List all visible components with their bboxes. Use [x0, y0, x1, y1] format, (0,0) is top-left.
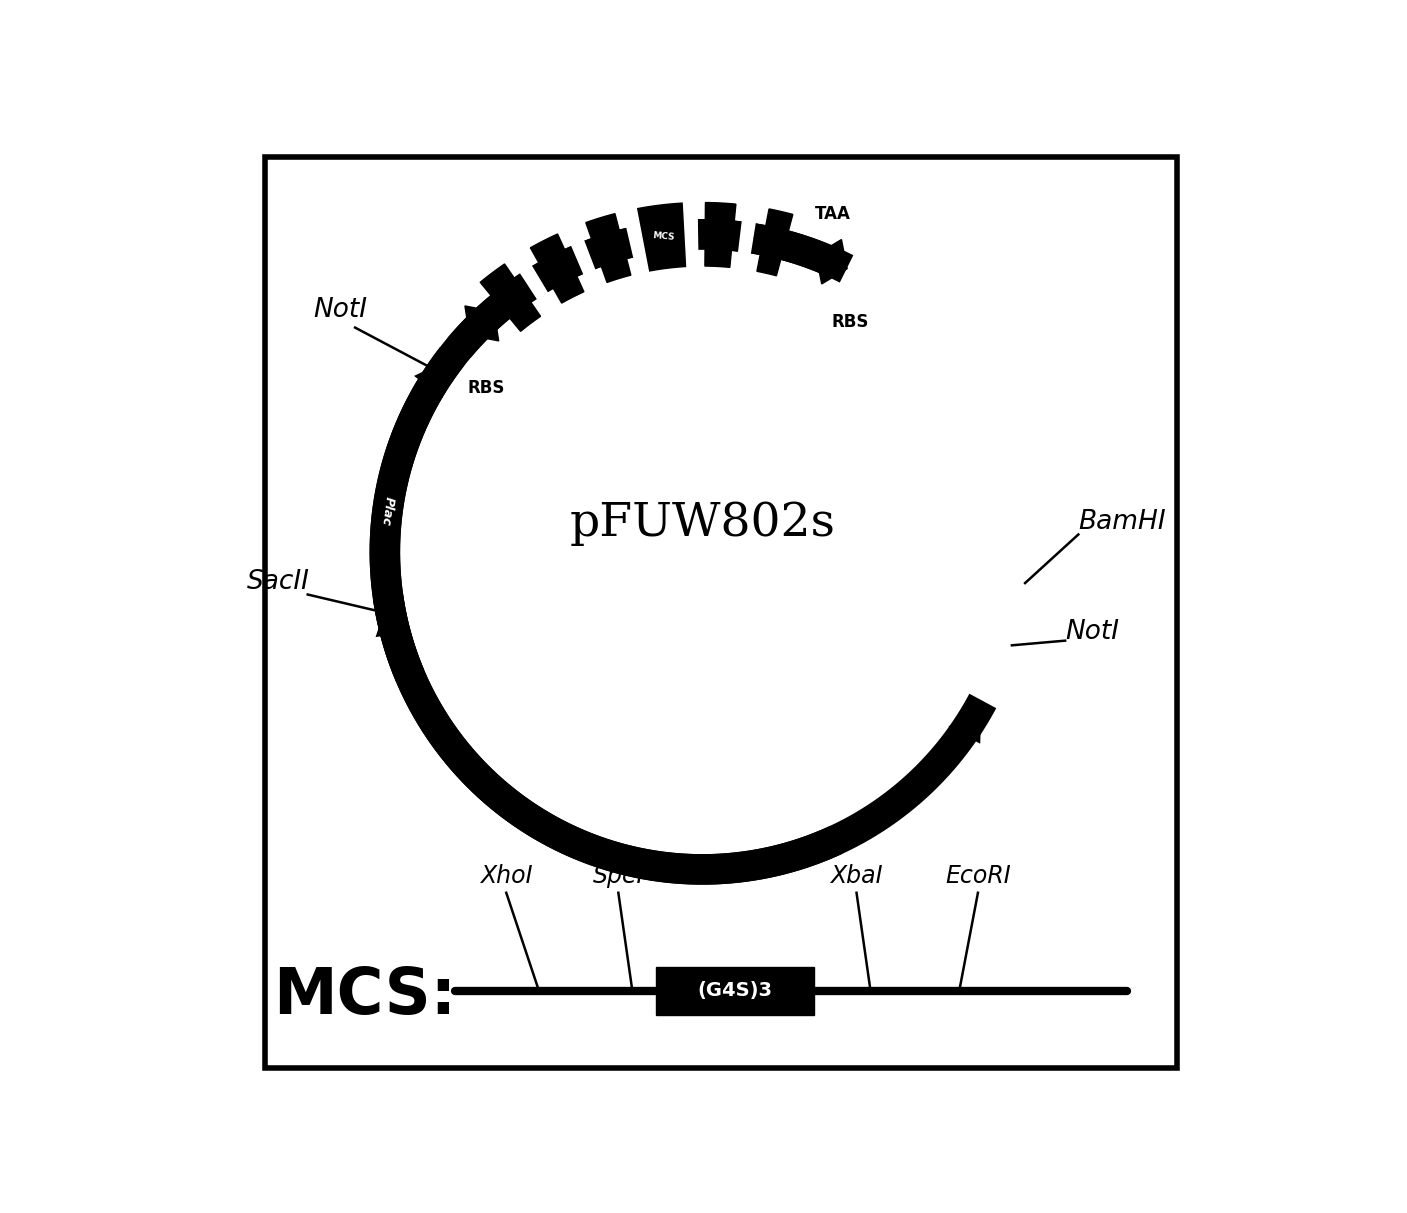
Polygon shape [630, 203, 692, 272]
Text: RBS: RBS [832, 313, 870, 331]
Polygon shape [816, 239, 847, 284]
Polygon shape [480, 264, 540, 331]
Polygon shape [585, 213, 630, 283]
Polygon shape [754, 221, 782, 261]
Text: TAA: TAA [815, 205, 851, 222]
Polygon shape [622, 206, 649, 277]
Text: BamHI: BamHI [1078, 508, 1166, 535]
Text: (G4S)3: (G4S)3 [698, 981, 772, 1001]
Polygon shape [530, 234, 584, 303]
Text: NotI: NotI [312, 297, 367, 323]
Text: pFUW802s: pFUW802s [570, 501, 836, 547]
Text: EcoRI: EcoRI [946, 864, 1010, 888]
Polygon shape [705, 203, 736, 267]
Text: MCS: MCS [653, 232, 675, 243]
Text: NotI: NotI [1065, 620, 1119, 645]
Text: XbaI: XbaI [830, 864, 882, 888]
Text: SpeI: SpeI [592, 864, 644, 888]
Polygon shape [736, 201, 758, 273]
Bar [656, 967, 815, 1015]
Polygon shape [757, 209, 792, 275]
Text: XhoI: XhoI [480, 864, 533, 888]
Text: Plac: Plac [380, 495, 395, 525]
Polygon shape [684, 199, 698, 269]
Text: MCS:: MCS: [273, 964, 456, 1026]
Polygon shape [564, 222, 602, 292]
Polygon shape [509, 250, 557, 315]
Text: RBS: RBS [467, 380, 505, 398]
Text: SacII: SacII [248, 569, 310, 594]
Polygon shape [464, 306, 498, 341]
FancyBboxPatch shape [266, 156, 1176, 1069]
